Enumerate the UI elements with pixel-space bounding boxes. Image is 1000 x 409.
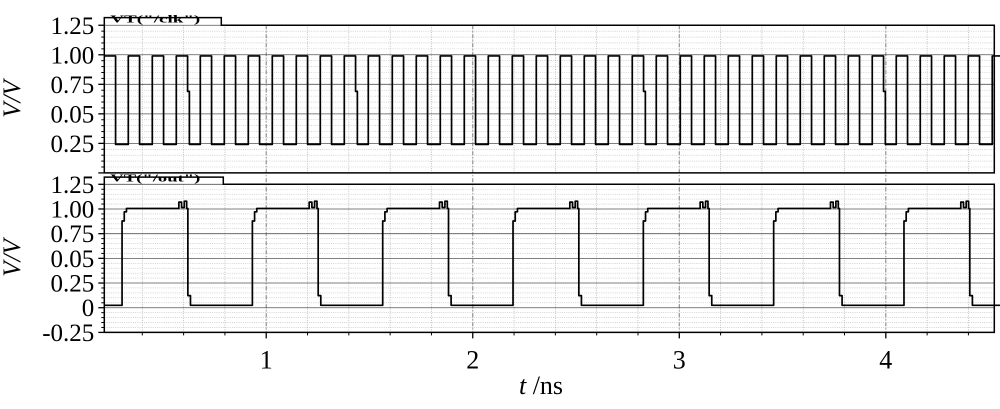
- svg-text:VT("/out"): VT("/out"): [110, 173, 200, 184]
- svg-text:0.05: 0.05: [51, 246, 95, 273]
- svg-text:0: 0: [82, 295, 95, 322]
- svg-text:3: 3: [673, 345, 686, 374]
- svg-text:0.25: 0.25: [51, 271, 95, 298]
- svg-text:2: 2: [466, 345, 479, 374]
- svg-text:0.25: 0.25: [51, 131, 95, 158]
- svg-text:t /ns: t /ns: [519, 371, 563, 400]
- svg-text:V/V: V/V: [0, 78, 26, 118]
- svg-text:V/V: V/V: [0, 237, 26, 277]
- svg-text:VT("/clk"): VT("/clk"): [110, 15, 200, 26]
- svg-text:1: 1: [260, 345, 273, 374]
- svg-text:1.25: 1.25: [51, 172, 95, 199]
- svg-text:0.75: 0.75: [51, 72, 95, 99]
- svg-text:1.00: 1.00: [51, 42, 95, 69]
- svg-text:-0.25: -0.25: [42, 320, 94, 347]
- svg-text:1.25: 1.25: [51, 13, 95, 40]
- svg-text:0.05: 0.05: [51, 101, 95, 128]
- svg-text:4: 4: [879, 345, 892, 374]
- svg-text:0.75: 0.75: [51, 221, 95, 248]
- svg-text:1.00: 1.00: [51, 196, 95, 223]
